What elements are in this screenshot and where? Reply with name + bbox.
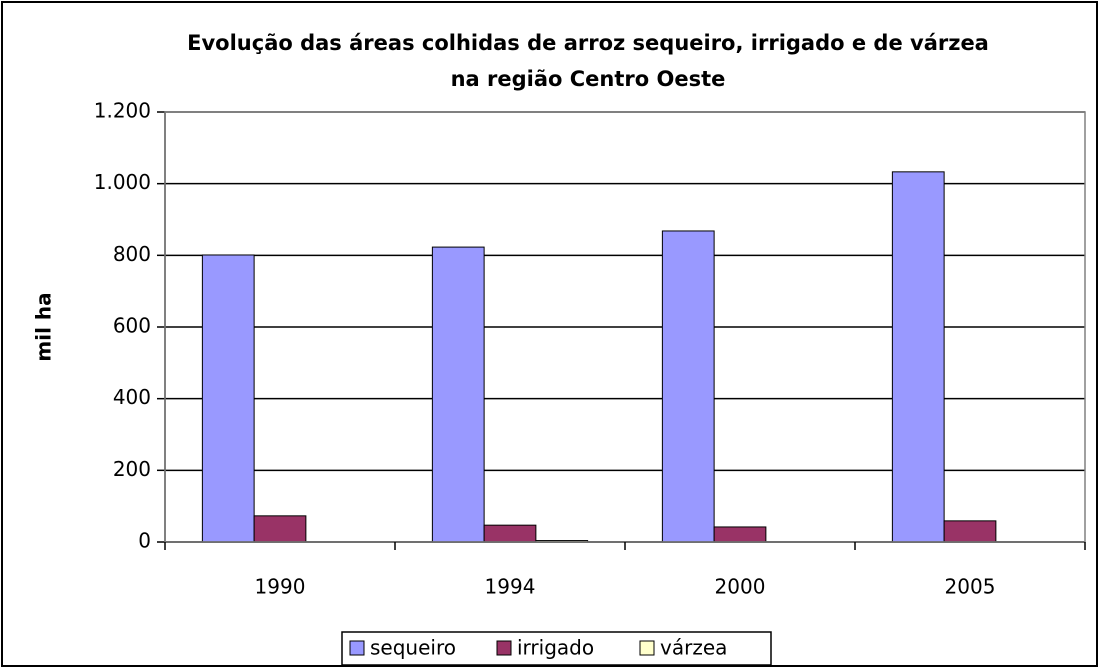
- y-axis-label: mil ha: [32, 292, 56, 361]
- legend-swatch: [349, 640, 365, 656]
- chart-title: Evolução das áreas colhidas de arroz seq…: [187, 31, 989, 55]
- legend-swatch: [639, 640, 655, 656]
- legend-label: irrigado: [517, 636, 594, 660]
- legend-label: sequeiro: [370, 636, 456, 660]
- bar: [891, 171, 945, 543]
- y-tick-label: 1.000: [94, 170, 151, 194]
- x-tick-label: 2005: [945, 575, 996, 599]
- bar: [943, 520, 997, 543]
- bar: [483, 524, 537, 543]
- legend-label: várzea: [660, 636, 727, 660]
- y-tick-label: 800: [113, 242, 151, 266]
- chart-title: na região Centro Oeste: [451, 67, 726, 91]
- x-tick-label: 1990: [255, 575, 306, 599]
- legend-swatch: [496, 640, 512, 656]
- x-tick-label: 2000: [715, 575, 766, 599]
- bar: [431, 246, 485, 543]
- legend-box: [341, 631, 772, 666]
- x-tick-label: 1994: [485, 575, 536, 599]
- y-tick-label: 1.200: [94, 99, 151, 123]
- bar: [253, 515, 307, 543]
- bar: [661, 230, 715, 543]
- y-tick-label: 400: [113, 385, 151, 409]
- y-tick-label: 200: [113, 457, 151, 481]
- bar: [713, 526, 767, 543]
- y-tick-label: 0: [138, 529, 151, 553]
- bar: [201, 254, 255, 543]
- y-tick-label: 600: [113, 314, 151, 338]
